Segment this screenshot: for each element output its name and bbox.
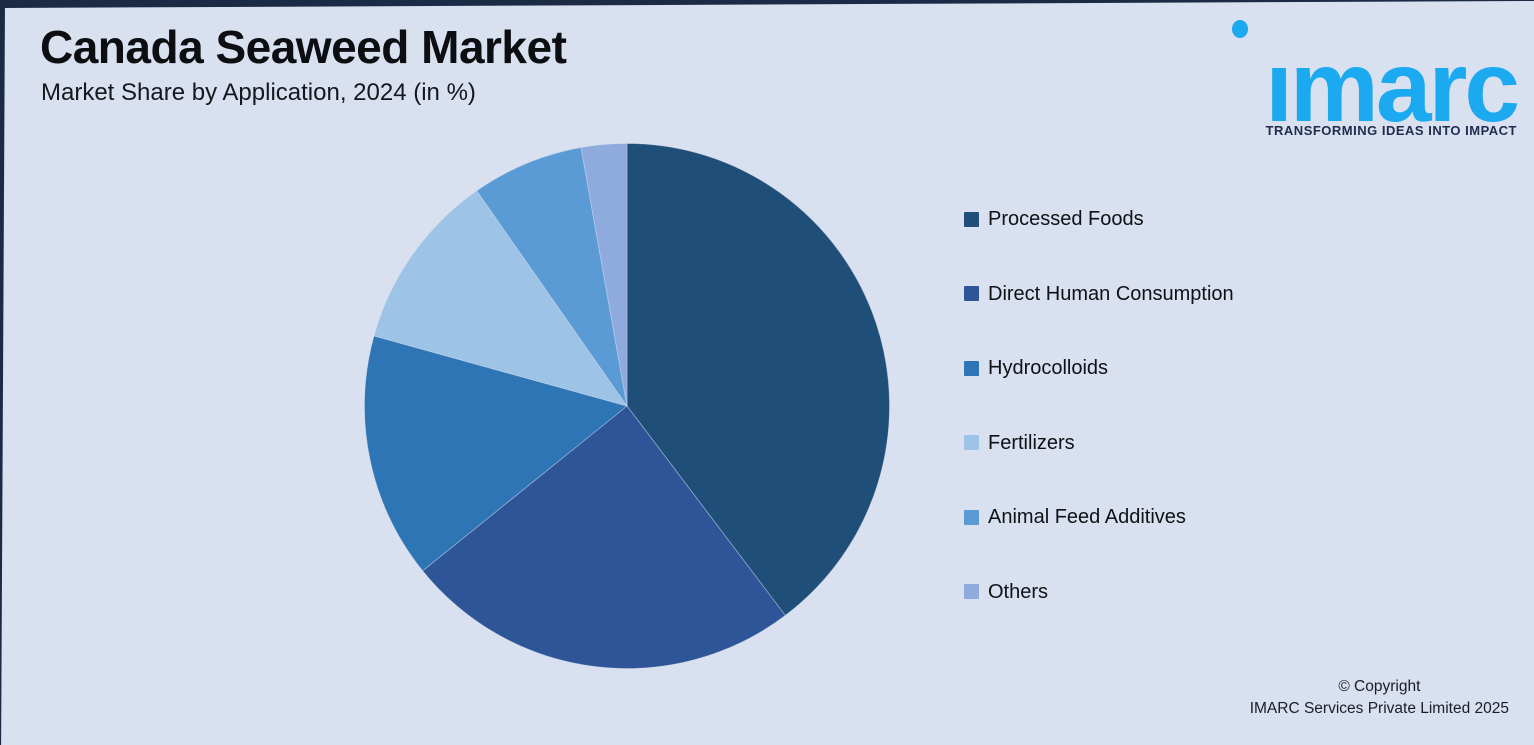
legend-swatch-processed-foods — [964, 211, 979, 227]
legend-label-animal-feed-additives: Animal Feed Additives — [988, 506, 1186, 528]
pie-slice-fertilizers[interactable] — [373, 190, 628, 407]
legend-swatch-hydrocolloids — [964, 360, 979, 376]
pie-chart — [364, 143, 890, 669]
legend-item-processed-foods[interactable]: Processed Foods — [964, 208, 1234, 230]
imarc-logo-wordmark: ımarc — [1265, 31, 1520, 143]
imarc-logo-tagline: TRANSFORMING IDEAS INTO IMPACT — [1265, 123, 1517, 138]
pie-slice-direct-human-consumption[interactable] — [422, 405, 786, 669]
legend-item-fertilizers[interactable]: Fertilizers — [964, 432, 1234, 454]
copyright-line2: IMARC Services Private Limited 2025 — [1249, 700, 1509, 717]
legend-swatch-direct-human-consumption — [964, 286, 979, 301]
pie-slice-processed-foods[interactable] — [626, 143, 890, 616]
legend-label-fertilizers: Fertilizers — [988, 431, 1075, 454]
left-edge-strip — [0, 0, 5, 745]
legend-item-hydrocolloids[interactable]: Hydrocolloids — [964, 357, 1234, 379]
legend-item-direct-human-consumption[interactable]: Direct Human Consumption — [964, 283, 1234, 305]
pie-slice-others[interactable] — [580, 143, 628, 407]
legend-swatch-fertilizers — [964, 435, 979, 450]
legend-label-processed-foods: Processed Foods — [988, 208, 1144, 230]
page-subtitle: Market Share by Application, 2024 (in %) — [41, 79, 476, 106]
legend-label-direct-human-consumption: Direct Human Consumption — [988, 282, 1234, 305]
legend-label-hydrocolloids: Hydrocolloids — [988, 357, 1109, 379]
pie-chart-container — [364, 143, 890, 669]
legend-item-animal-feed-additives[interactable]: Animal Feed Additives — [964, 506, 1234, 528]
imarc-logo-dot-icon — [1232, 20, 1248, 38]
top-edge-strip — [0, 0, 1534, 8]
legend-label-others: Others — [988, 580, 1049, 603]
page-title: Canada Seaweed Market — [40, 21, 567, 73]
copyright-line1: © Copyright — [1338, 678, 1421, 695]
legend-item-others[interactable]: Others — [964, 581, 1234, 603]
legend-swatch-animal-feed-additives — [964, 509, 979, 525]
copyright-notice: © Copyright IMARC Services Private Limit… — [1250, 676, 1509, 720]
pie-slice-animal-feed-additives[interactable] — [476, 147, 628, 407]
pie-slice-hydrocolloids[interactable] — [364, 335, 628, 572]
legend-swatch-others — [964, 584, 979, 599]
chart-legend: Processed Foods Direct Human Consumption H… — [964, 208, 1234, 603]
